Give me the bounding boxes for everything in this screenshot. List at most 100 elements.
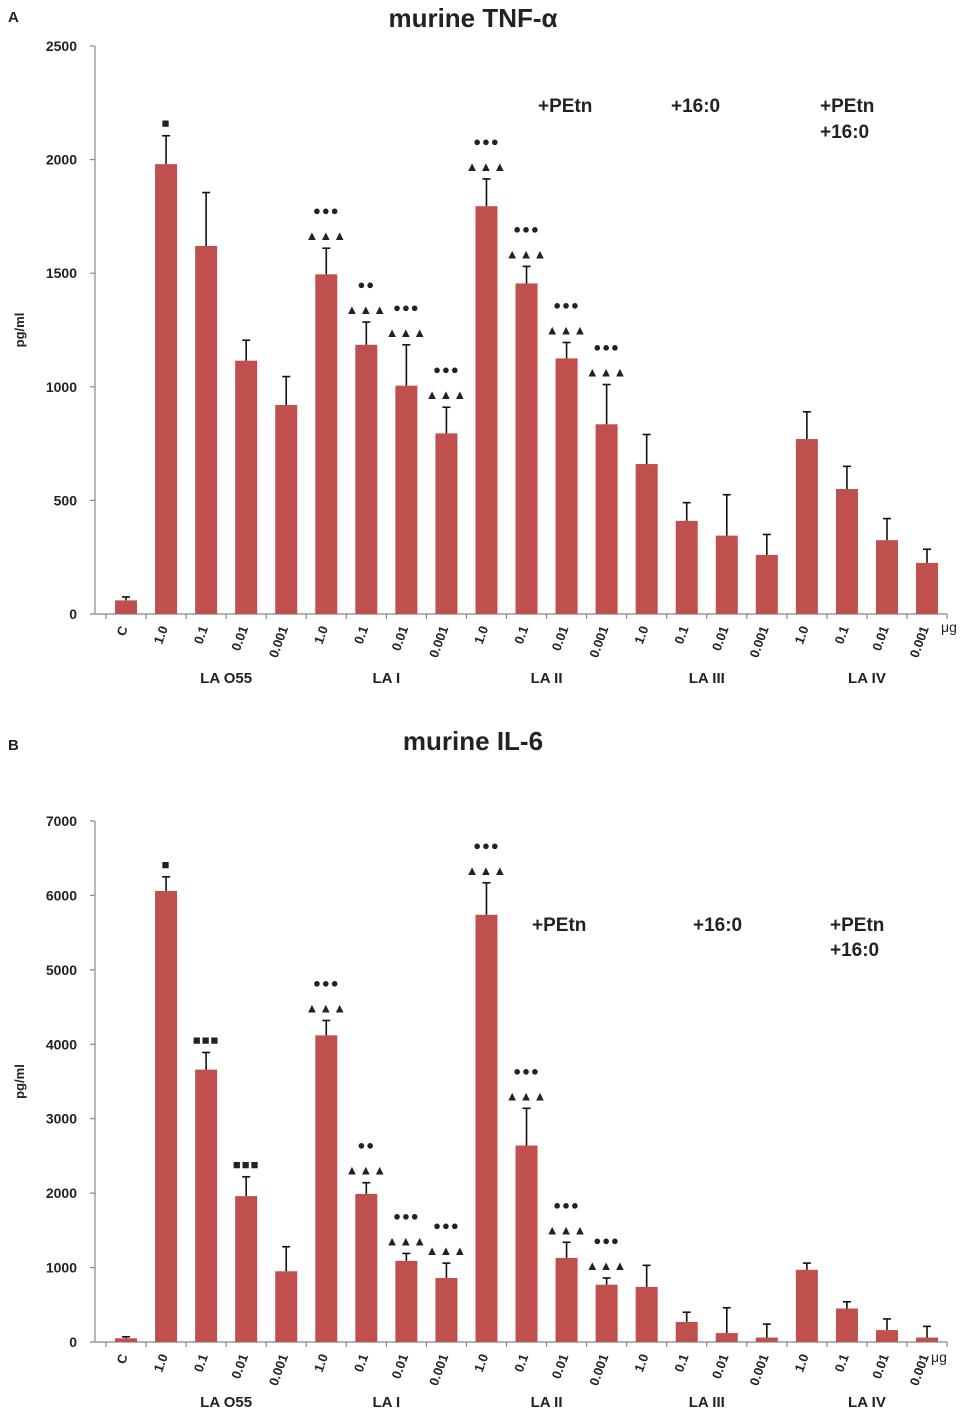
significance-marker-10: ▲▲▲ — [506, 1088, 548, 1103]
x-tick-label-13: 1.0 — [631, 624, 651, 646]
condition-label-0: +PEtn — [538, 96, 592, 117]
x-tick-label-16: 0.001 — [746, 1352, 771, 1388]
significance-marker-5: ▲▲▲ — [305, 228, 347, 243]
y-tick-label: 7000 — [46, 813, 77, 829]
bar-2 — [195, 1069, 218, 1342]
bar-4 — [275, 404, 298, 614]
significance-marker-1: ■ — [162, 116, 171, 131]
bar-5 — [315, 274, 338, 614]
condition-label-2: +16:0 — [820, 122, 869, 143]
bar-9 — [475, 914, 498, 1342]
bar-5 — [315, 1035, 338, 1342]
x-tick-label-11: 0.01 — [549, 1352, 572, 1381]
x-tick-label-13: 1.0 — [631, 1352, 651, 1374]
y-tick-label: 2500 — [46, 38, 77, 54]
significance-marker-12: ▲▲▲ — [586, 365, 628, 380]
significance-marker-6: ●● — [357, 277, 375, 292]
x-tick-label-5: 1.0 — [311, 1352, 331, 1374]
x-tick-label-9: 1.0 — [471, 1352, 491, 1374]
significance-marker-11: ▲▲▲ — [546, 1222, 588, 1237]
condition-label-2: +16:0 — [830, 940, 879, 961]
condition-label-1: +16:0 — [693, 915, 742, 936]
significance-marker-3: ■■■ — [233, 1157, 260, 1172]
x-tick-label-18: 0.1 — [831, 624, 851, 646]
bar-18 — [835, 1308, 858, 1342]
bar-9 — [475, 206, 498, 614]
x-tick-label-20: 0.001 — [907, 1352, 932, 1388]
x-tick-label-15: 0.01 — [709, 1352, 732, 1381]
x-tick-label-3: 0.01 — [228, 1352, 251, 1381]
bar-0 — [115, 600, 138, 614]
x-tick-label-7: 0.01 — [388, 624, 411, 653]
bar-3 — [235, 360, 258, 614]
group-label-2: LA II — [531, 1394, 563, 1411]
x-tick-label-10: 0.1 — [511, 1352, 531, 1374]
x-tick-label-6: 0.1 — [351, 624, 371, 646]
group-label-0: LA O55 — [200, 1394, 252, 1411]
significance-marker-7: ▲▲▲ — [386, 1233, 428, 1248]
bar-14 — [675, 1321, 698, 1342]
condition-label-1: +16:0 — [671, 96, 720, 117]
group-label-1: LA I — [372, 1394, 400, 1411]
bar-15 — [715, 535, 738, 614]
group-label-4: LA IV — [848, 1394, 886, 1411]
significance-marker-1: ■ — [162, 857, 171, 872]
bar-18 — [835, 489, 858, 614]
bar-15 — [715, 1333, 738, 1342]
y-tick-label: 5000 — [46, 962, 77, 978]
bar-6 — [355, 344, 378, 614]
bar-16 — [755, 1337, 778, 1342]
x-tick-label-19: 0.01 — [869, 624, 892, 653]
significance-marker-2: ■■■ — [193, 1032, 220, 1047]
x-tick-label-20: 0.001 — [907, 624, 932, 660]
significance-marker-9: ●●● — [473, 134, 500, 149]
x-tick-label-8: 0.001 — [426, 1352, 451, 1388]
group-label-0: LA O55 — [200, 670, 252, 687]
bar-19 — [875, 540, 898, 614]
bar-7 — [395, 1260, 418, 1342]
y-tick-label: 2000 — [46, 152, 77, 168]
significance-marker-9: ●●● — [473, 838, 500, 853]
significance-marker-5: ●●● — [313, 975, 340, 990]
significance-marker-9: ▲▲▲ — [466, 159, 508, 174]
significance-marker-12: ●●● — [593, 340, 620, 355]
y-tick-label: 1000 — [46, 1260, 77, 1276]
significance-marker-9: ▲▲▲ — [466, 863, 508, 878]
significance-marker-6: ▲▲▲ — [346, 1163, 388, 1178]
x-tick-label-18: 0.1 — [831, 1352, 851, 1374]
x-tick-label-3: 0.01 — [228, 624, 251, 653]
significance-marker-8: ●●● — [433, 362, 460, 377]
y-axis-label: pg/ml — [12, 313, 27, 348]
x-tick-label-0: C — [114, 1351, 132, 1366]
panel-letter: B — [8, 737, 19, 754]
condition-label-0: +PEtn — [532, 915, 586, 936]
x-tick-label-16: 0.001 — [746, 624, 771, 660]
bar-12 — [595, 424, 618, 614]
x-tick-label-4: 0.001 — [266, 1352, 291, 1388]
bar-0 — [115, 1338, 138, 1342]
y-tick-label: 4000 — [46, 1036, 77, 1052]
x-unit-label: μg — [931, 1349, 947, 1365]
x-tick-label-0: C — [114, 623, 132, 638]
significance-marker-7: ●●● — [393, 1208, 420, 1223]
y-tick-label: 2000 — [46, 1185, 77, 1201]
y-axis-label: pg/ml — [12, 1064, 27, 1099]
bar-17 — [795, 439, 818, 614]
bar-11 — [555, 1257, 578, 1342]
y-tick-label: 500 — [54, 492, 78, 508]
y-tick-label: 3000 — [46, 1111, 77, 1127]
bar-16 — [755, 554, 778, 614]
significance-marker-7: ●●● — [393, 300, 420, 315]
bar-3 — [235, 1196, 258, 1342]
x-tick-label-2: 0.1 — [191, 624, 211, 646]
bar-14 — [675, 520, 698, 614]
group-label-2: LA II — [531, 670, 563, 687]
group-label-3: LA III — [689, 1394, 725, 1411]
significance-marker-10: ●●● — [513, 221, 540, 236]
significance-marker-10: ●●● — [513, 1063, 540, 1078]
y-tick-label: 1000 — [46, 379, 77, 395]
significance-marker-6: ▲▲▲ — [346, 302, 388, 317]
x-tick-label-5: 1.0 — [311, 624, 331, 646]
